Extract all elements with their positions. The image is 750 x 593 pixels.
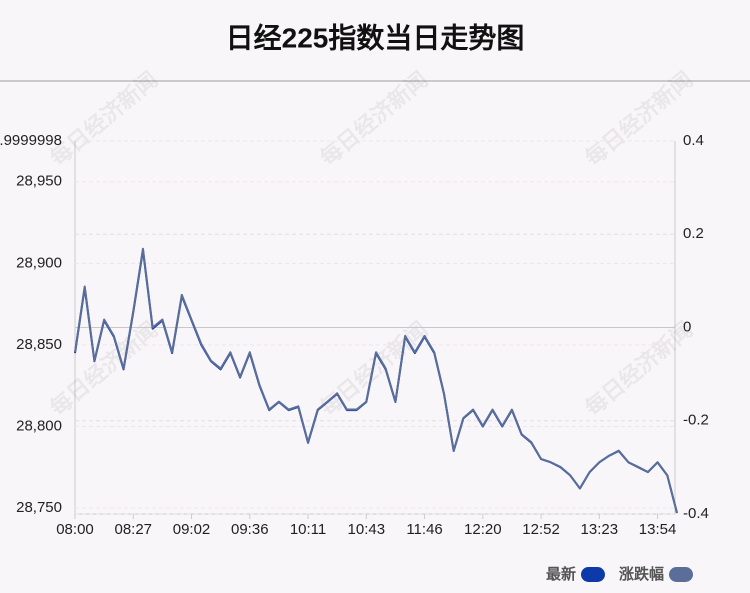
x-tick-label: 12:20 <box>464 521 502 538</box>
chart-title: 日经225指数当日走势图 <box>226 21 525 53</box>
y-tick-label: 28,900 <box>16 254 62 271</box>
y-tick-label: 28,750 <box>16 499 62 516</box>
x-tick-label: 08:00 <box>56 521 94 538</box>
x-tick-label: 13:23 <box>581 521 619 538</box>
y-tick-label: 28,950 <box>16 173 62 190</box>
x-tick-label: 11:46 <box>406 521 442 538</box>
x-tick-label: 13:54 <box>639 521 677 538</box>
x-tick-label: 09:36 <box>231 521 269 538</box>
y-tick-label: 28,850 <box>16 336 62 353</box>
x-tick-label: 09:02 <box>173 521 211 538</box>
x-tick-label: 10:11 <box>290 521 326 538</box>
legend-swatch <box>669 567 693 582</box>
y2-tick-label: 0 <box>683 318 691 335</box>
legend-swatch <box>580 567 605 582</box>
y2-tick-label: -0.2 <box>683 412 709 429</box>
y-tick-label: 28,800 <box>16 417 62 434</box>
x-tick-label: 12:52 <box>522 521 560 538</box>
y2-tick-label: 0.4 <box>683 132 704 149</box>
x-tick-label: 08:27 <box>114 521 152 538</box>
legend-label: 涨跌幅 <box>619 565 664 583</box>
legend-label: 最新 <box>546 565 576 583</box>
y2-tick-label: -0.4 <box>683 505 709 522</box>
x-tick-label: 10:43 <box>348 521 386 538</box>
series-line <box>74 247 678 514</box>
y-tick-label: 28,974.9999998 <box>0 132 62 149</box>
y2-tick-label: 0.2 <box>683 225 704 242</box>
